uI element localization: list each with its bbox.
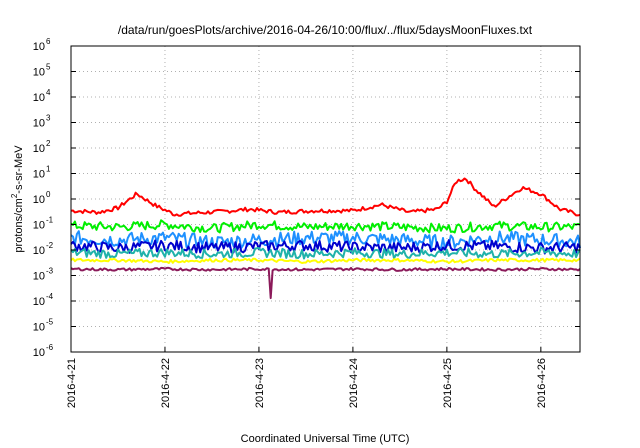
y-tick-label: 10 — [33, 41, 45, 53]
series-line-4 — [70, 247, 581, 260]
y-tick-exponent: -6 — [46, 343, 54, 352]
series-line-3 — [70, 239, 581, 255]
y-tick-exponent: 0 — [46, 190, 51, 199]
y-axis-label-prefix: protons/cm — [13, 198, 25, 252]
y-tick-label: 10 — [33, 347, 45, 359]
x-axis-label: Coordinated Universal Time (UTC) — [241, 433, 410, 445]
y-tick-label: 10 — [33, 322, 45, 334]
series-line-2 — [70, 230, 581, 250]
y-tick-label: 10 — [33, 169, 45, 181]
y-tick-label: 10 — [33, 92, 45, 104]
y-tick-exponent: 4 — [46, 88, 51, 97]
y-tick-exponent: 3 — [46, 114, 51, 123]
series-line-5 — [70, 257, 581, 264]
x-tick-label: 2016-4-22 — [160, 358, 172, 408]
series-line-1 — [70, 219, 581, 234]
y-tick-base: 10 — [33, 296, 45, 308]
y-tick-base: 10 — [33, 143, 45, 155]
y-tick-exponent: -3 — [46, 267, 54, 276]
y-tick-base: 10 — [33, 92, 45, 104]
y-tick-label: 10 — [33, 245, 45, 257]
x-tick-label: 2016-4-26 — [536, 358, 548, 408]
y-tick-exponent: 2 — [46, 139, 51, 148]
y-tick-base: 10 — [33, 41, 45, 53]
x-tick-label: 2016-4-25 — [442, 358, 454, 408]
y-axis-label: protons/cm2-s-sr-MeV — [10, 145, 25, 253]
y-tick-exponent: 6 — [46, 37, 51, 46]
chart-title: /data/run/goesPlots/archive/2016-04-26/1… — [118, 23, 533, 37]
y-tick-exponent: -4 — [46, 292, 54, 301]
y-tick-label: 10 — [33, 271, 45, 283]
series-line-0 — [70, 177, 581, 217]
y-tick-label: 10 — [33, 220, 45, 232]
y-tick-base: 10 — [33, 194, 45, 206]
y-tick-exponent: 1 — [46, 165, 51, 174]
y-tick-label: 10 — [33, 143, 45, 155]
y-axis-ticks: 10 -610 -510 -410 -310 -210 -110 010 110 210 310 41… — [33, 37, 580, 359]
y-tick-label: 10 — [33, 67, 45, 79]
y-tick-base: 10 — [33, 169, 45, 181]
y-axis-label-sup: 2 — [10, 193, 19, 198]
y-tick-exponent: -1 — [46, 216, 54, 225]
y-tick-exponent: -5 — [46, 318, 54, 327]
y-tick-exponent: -2 — [46, 241, 54, 250]
y-tick-base: 10 — [33, 245, 45, 257]
y-axis-label-suffix: -s-sr-MeV — [13, 145, 25, 194]
y-tick-label: 10 — [33, 296, 45, 308]
x-tick-label: 2016-4-23 — [254, 358, 266, 408]
y-tick-base: 10 — [33, 347, 45, 359]
y-tick-base: 10 — [33, 67, 45, 79]
series-group — [70, 177, 581, 300]
x-tick-label: 2016-4-24 — [348, 358, 360, 408]
y-tick-base: 10 — [33, 220, 45, 232]
y-tick-base: 10 — [33, 118, 45, 130]
y-tick-label: 10 — [33, 118, 45, 130]
y-tick-base: 10 — [33, 322, 45, 334]
series-line-6 — [70, 266, 581, 300]
x-axis-ticks: 2016-4-21 2016-4-22 2016-4-23 2016-4-24 2016… — [66, 347, 548, 408]
y-tick-label: 10 — [33, 194, 45, 206]
y-tick-exponent: 5 — [46, 63, 51, 72]
y-tick-base: 10 — [33, 271, 45, 283]
x-tick-label: 2016-4-21 — [66, 358, 78, 408]
